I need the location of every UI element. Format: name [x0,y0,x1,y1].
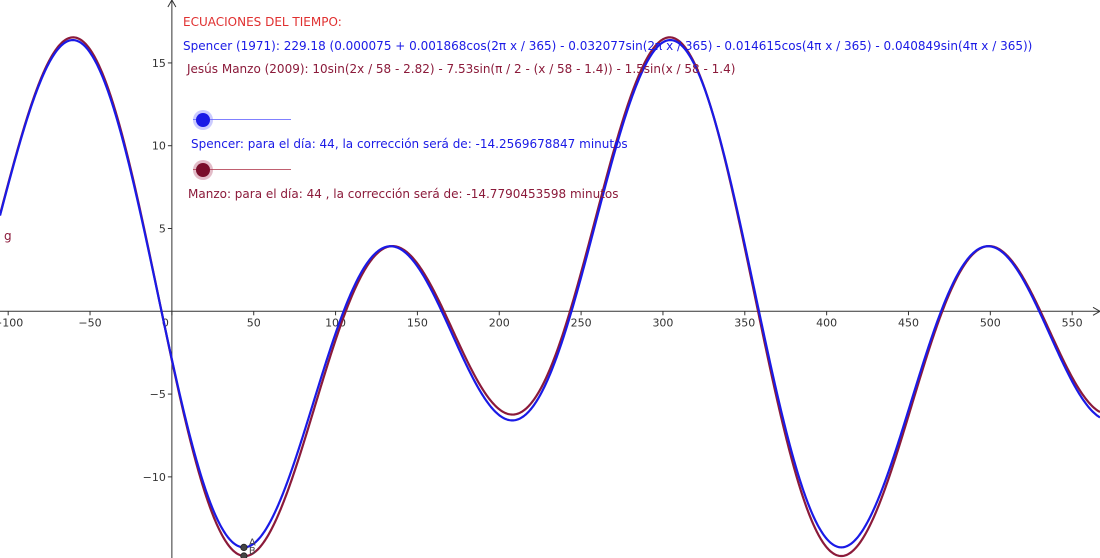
function-label-g: g [4,229,12,243]
y-axis-arrow [167,0,177,8]
slider-track [193,119,291,120]
chart-title: ECUACIONES DEL TIEMPO: [183,15,342,29]
manzo-day-slider[interactable] [193,160,291,180]
spencer-day-slider[interactable] [193,110,291,130]
manzo-result: Manzo: para el día: 44 , la corrección s… [188,187,619,201]
x-tick-label: −100 [0,316,23,329]
y-tick-label: 5 [159,222,166,235]
curves [0,36,1100,558]
y-tick-label: 15 [152,57,166,70]
x-tick-label: 500 [980,316,1001,329]
y-tick-label: 10 [152,140,166,153]
x-tick-label: 0 [162,316,169,329]
y-tick-label: −10 [143,471,166,484]
x-tick-label: −50 [78,316,101,329]
slider-knob[interactable] [196,163,210,177]
x-tick-label: 300 [652,316,673,329]
x-tick-label: 450 [898,316,919,329]
x-tick-label: 200 [489,316,510,329]
spencer-equation: Spencer (1971): 229.18 (0.000075 + 0.001… [183,39,1033,53]
point-label: A [249,537,256,548]
slider-track [193,169,291,170]
spencer-result: Spencer: para el día: 44, la corrección … [191,137,628,151]
x-tick-label: 550 [1062,316,1083,329]
points: AB [240,537,256,558]
slider-knob[interactable] [196,113,210,127]
x-tick-label: 150 [407,316,428,329]
y-tick-label: −5 [150,388,166,401]
series-line-spencer [0,38,1100,549]
point-label: B [249,546,256,557]
point-B[interactable] [240,552,248,558]
x-tick-label: 250 [571,316,592,329]
x-axis-arrow [1092,306,1100,316]
manzo-equation: Jesús Manzo (2009): 10sin(2x / 58 - 2.82… [187,62,736,76]
tick-labels: −100−50050100150200250300350400450500550… [0,57,1083,484]
point-A[interactable] [240,543,248,552]
x-tick-label: 400 [816,316,837,329]
x-tick-label: 350 [734,316,755,329]
x-tick-label: 50 [247,316,261,329]
